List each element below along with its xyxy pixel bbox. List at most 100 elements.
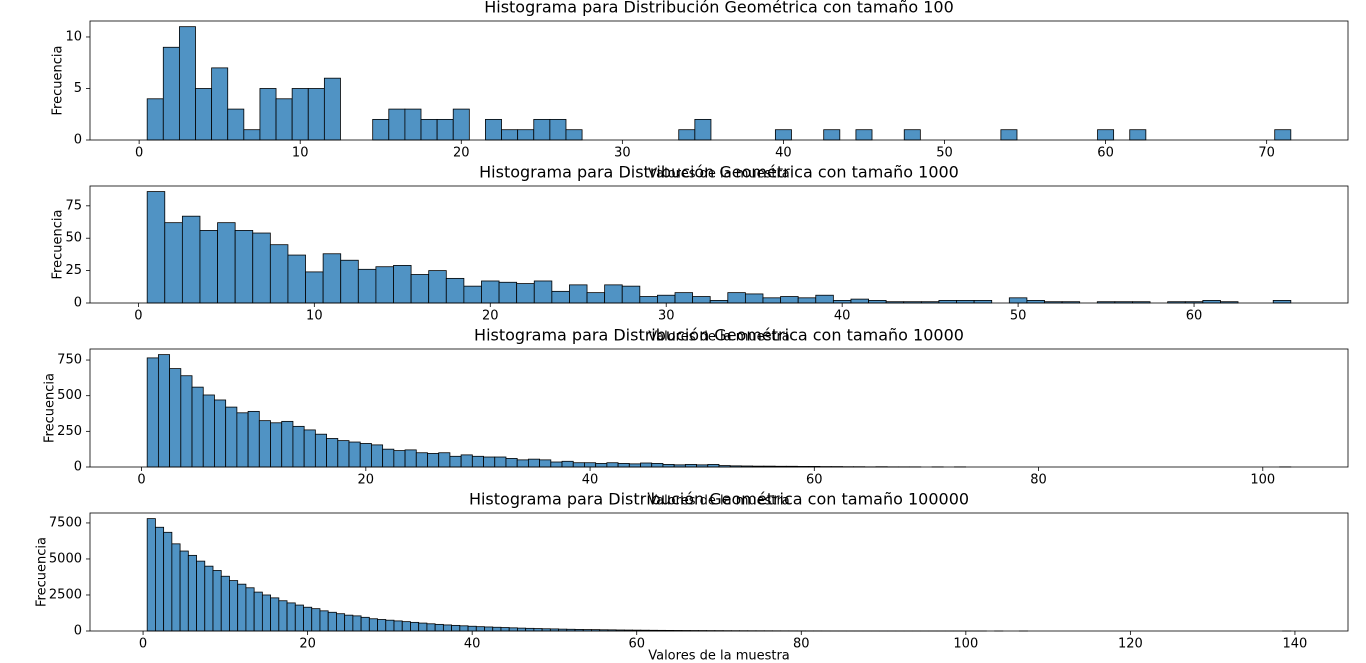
bar xyxy=(393,620,403,632)
x-tick-label: 0 xyxy=(135,146,143,161)
bar xyxy=(377,619,387,632)
bar xyxy=(516,283,535,304)
y-tick-label: 500 xyxy=(57,388,82,403)
bar xyxy=(651,463,664,468)
bar xyxy=(572,462,585,468)
bar xyxy=(344,614,354,632)
bar xyxy=(163,531,173,632)
bar xyxy=(903,129,921,141)
bar xyxy=(434,623,444,632)
bar xyxy=(452,108,470,141)
y-tick-label: 5000 xyxy=(49,551,82,566)
y-tick-label: 7500 xyxy=(49,515,82,530)
bar xyxy=(639,296,658,304)
bar xyxy=(549,118,567,141)
bar xyxy=(393,450,406,468)
bar xyxy=(780,296,799,304)
bar xyxy=(744,293,764,304)
bar xyxy=(352,615,362,632)
x-tick-label: 60 xyxy=(1186,309,1203,324)
bar xyxy=(196,560,206,632)
y-axis-label: Frecuencia xyxy=(51,46,66,116)
x-tick-label: 70 xyxy=(1258,146,1275,161)
bar xyxy=(178,26,196,141)
bar xyxy=(146,191,166,304)
bar xyxy=(1274,129,1292,141)
bar xyxy=(533,280,553,304)
bar xyxy=(258,420,271,468)
bar xyxy=(815,294,834,304)
bar xyxy=(797,297,817,304)
bar xyxy=(449,455,462,468)
bar xyxy=(550,461,563,468)
bar xyxy=(604,284,623,304)
bar xyxy=(467,625,477,632)
bar xyxy=(236,412,249,468)
x-tick-label: 30 xyxy=(658,309,675,324)
bar xyxy=(694,118,712,141)
y-tick-label: 5 xyxy=(74,81,82,96)
bar xyxy=(385,619,395,632)
bar xyxy=(322,253,342,304)
y-tick-label: 75 xyxy=(65,198,82,213)
bar xyxy=(463,285,482,304)
bar xyxy=(214,399,227,468)
bar xyxy=(606,462,619,468)
bar xyxy=(438,452,451,468)
bar xyxy=(229,580,239,632)
bar xyxy=(303,429,316,468)
bar xyxy=(426,623,436,632)
bar xyxy=(565,129,583,141)
bar xyxy=(319,610,329,632)
bar xyxy=(220,575,230,632)
x-tick-label: 40 xyxy=(464,637,481,652)
subplot: 0 20 40 60 80 100 120 140 0 2500 5000 7500 Histogram… xyxy=(35,490,1349,663)
bar xyxy=(146,357,159,468)
x-tick-label: 40 xyxy=(775,146,792,161)
x-tick-label: 60 xyxy=(628,637,645,652)
bar xyxy=(485,118,502,141)
bar xyxy=(595,463,608,468)
x-tick-label: 40 xyxy=(834,309,851,324)
bar xyxy=(561,460,574,468)
bar xyxy=(245,587,255,632)
x-tick-label: 50 xyxy=(936,146,953,161)
bar xyxy=(1097,129,1115,141)
bar xyxy=(337,440,350,468)
bar xyxy=(261,594,271,632)
bar xyxy=(621,285,641,304)
bar xyxy=(401,621,411,632)
subplot-title: Histograma para Distribución Geométrica … xyxy=(474,326,964,345)
bar xyxy=(483,456,496,468)
x-tick-label: 60 xyxy=(1097,146,1114,161)
bar xyxy=(617,463,630,468)
bar xyxy=(359,443,372,468)
bar xyxy=(533,118,551,141)
bar xyxy=(157,354,171,468)
bar xyxy=(460,454,473,468)
bar xyxy=(326,438,339,468)
x-tick-label: 80 xyxy=(793,637,810,652)
bar xyxy=(823,129,841,141)
bar xyxy=(459,625,469,632)
bar xyxy=(492,626,502,632)
bar xyxy=(307,88,325,141)
y-tick-label: 2500 xyxy=(49,587,82,602)
subplot-title: Histograma para Distribución Geométrica … xyxy=(469,490,969,509)
bar xyxy=(287,254,306,304)
y-tick-label: 750 xyxy=(57,353,82,368)
bar xyxy=(388,108,406,141)
bar xyxy=(311,608,321,632)
bar xyxy=(516,459,529,468)
x-axis-label: Valores de la muestra xyxy=(648,649,790,663)
bar xyxy=(484,626,494,632)
bar xyxy=(850,298,869,304)
bar xyxy=(195,88,213,141)
x-axis-label: Valores de la muestra xyxy=(648,167,790,182)
y-tick-label: 0 xyxy=(74,624,82,639)
bar xyxy=(475,626,485,632)
x-tick-label: 20 xyxy=(358,473,375,488)
bar xyxy=(569,284,588,304)
bar xyxy=(551,290,570,304)
